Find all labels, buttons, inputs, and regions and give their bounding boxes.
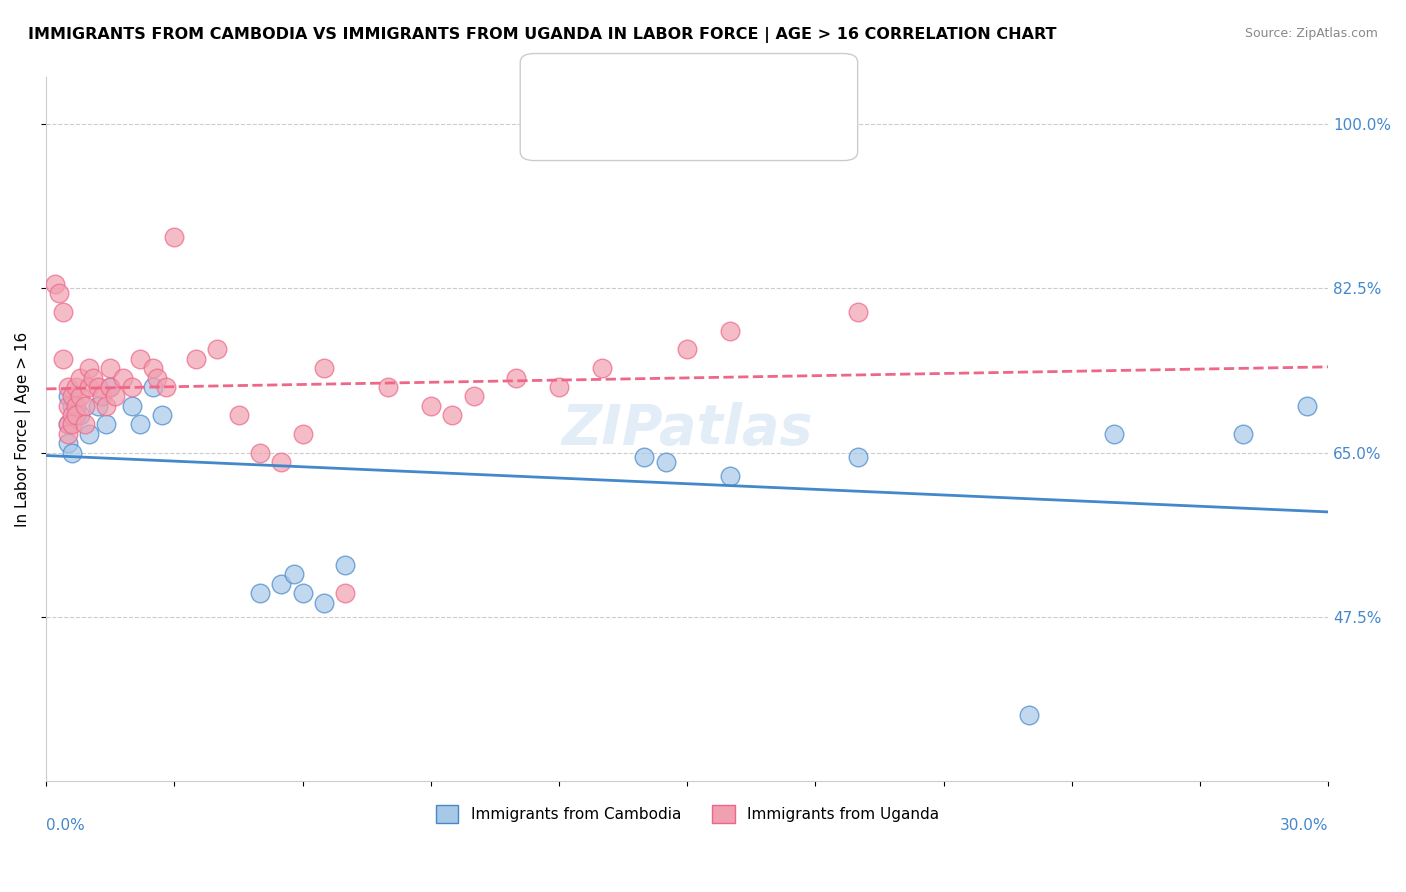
Point: [270, 577, 292, 591]
Text: IMMIGRANTS FROM CAMBODIA VS IMMIGRANTS FROM UGANDA IN LABOR FORCE | AGE > 16 COR: IMMIGRANTS FROM CAMBODIA VS IMMIGRANTS F…: [28, 27, 1057, 43]
Point: [1018, 708, 1040, 723]
Point: [73, 399, 96, 413]
Point: [56, 389, 79, 403]
Point: [142, 380, 165, 394]
Y-axis label: In Labor Force | Age > 16: In Labor Force | Age > 16: [15, 332, 31, 527]
Text: ZIPatlas: ZIPatlas: [561, 402, 813, 456]
Point: [77, 426, 100, 441]
Point: [591, 361, 613, 376]
Point: [163, 230, 186, 244]
Point: [60, 389, 83, 403]
Point: [377, 380, 399, 394]
Point: [463, 389, 485, 403]
Point: [270, 455, 292, 469]
Point: [718, 324, 741, 338]
Point: [65, 399, 87, 413]
Point: [56, 426, 79, 441]
Point: [150, 408, 173, 422]
Text: N = 28: N = 28: [679, 75, 737, 89]
Point: [44, 277, 66, 291]
Point: [73, 417, 96, 432]
Text: 30.0%: 30.0%: [1279, 818, 1329, 833]
Point: [655, 455, 678, 469]
Point: [129, 351, 152, 366]
Point: [60, 399, 83, 413]
Point: [184, 351, 207, 366]
Point: [335, 558, 357, 572]
Point: [98, 380, 121, 394]
Point: [312, 361, 335, 376]
Point: [283, 567, 305, 582]
Point: [56, 417, 79, 432]
Point: [65, 380, 87, 394]
Point: [129, 417, 152, 432]
Point: [146, 370, 169, 384]
Point: [846, 305, 869, 319]
Point: [65, 408, 87, 422]
Point: [548, 380, 571, 394]
Point: [228, 408, 250, 422]
Point: [505, 370, 527, 384]
Point: [291, 426, 314, 441]
Point: [205, 343, 228, 357]
Point: [60, 445, 83, 459]
Point: [94, 399, 117, 413]
Text: 0.161: 0.161: [627, 75, 675, 89]
Point: [77, 380, 100, 394]
Point: [155, 380, 177, 394]
Point: [112, 370, 135, 384]
Point: [52, 305, 75, 319]
Point: [142, 361, 165, 376]
Point: [1295, 399, 1317, 413]
Text: 0.0%: 0.0%: [46, 818, 84, 833]
Text: R =  0.161   N = 28: R = 0.161 N = 28: [574, 75, 723, 89]
Point: [82, 370, 104, 384]
Point: [312, 596, 335, 610]
Point: [633, 450, 655, 465]
Point: [56, 417, 79, 432]
Point: [121, 399, 143, 413]
Point: [56, 380, 79, 394]
Point: [86, 399, 108, 413]
Point: [104, 389, 127, 403]
Point: [77, 361, 100, 376]
Point: [90, 389, 112, 403]
Point: [52, 351, 75, 366]
Point: [69, 408, 91, 422]
Point: [441, 408, 464, 422]
Point: [291, 586, 314, 600]
Point: [69, 370, 91, 384]
Point: [56, 436, 79, 450]
Point: [249, 586, 271, 600]
Point: [335, 586, 357, 600]
Point: [718, 469, 741, 483]
Point: [1232, 426, 1254, 441]
Point: [98, 361, 121, 376]
Point: [56, 399, 79, 413]
Point: [121, 380, 143, 394]
Point: [846, 450, 869, 465]
Legend: Immigrants from Cambodia, Immigrants from Uganda: Immigrants from Cambodia, Immigrants fro…: [429, 798, 945, 830]
Point: [676, 343, 699, 357]
Point: [86, 380, 108, 394]
Text: R =  0.097   N = 53: R = 0.097 N = 53: [574, 120, 723, 134]
Point: [249, 445, 271, 459]
Point: [419, 399, 441, 413]
Point: [60, 417, 83, 432]
Point: [1104, 426, 1126, 441]
Text: Source: ZipAtlas.com: Source: ZipAtlas.com: [1244, 27, 1378, 40]
Point: [69, 389, 91, 403]
Point: [60, 408, 83, 422]
Point: [48, 286, 70, 301]
Point: [98, 380, 121, 394]
Point: [94, 417, 117, 432]
